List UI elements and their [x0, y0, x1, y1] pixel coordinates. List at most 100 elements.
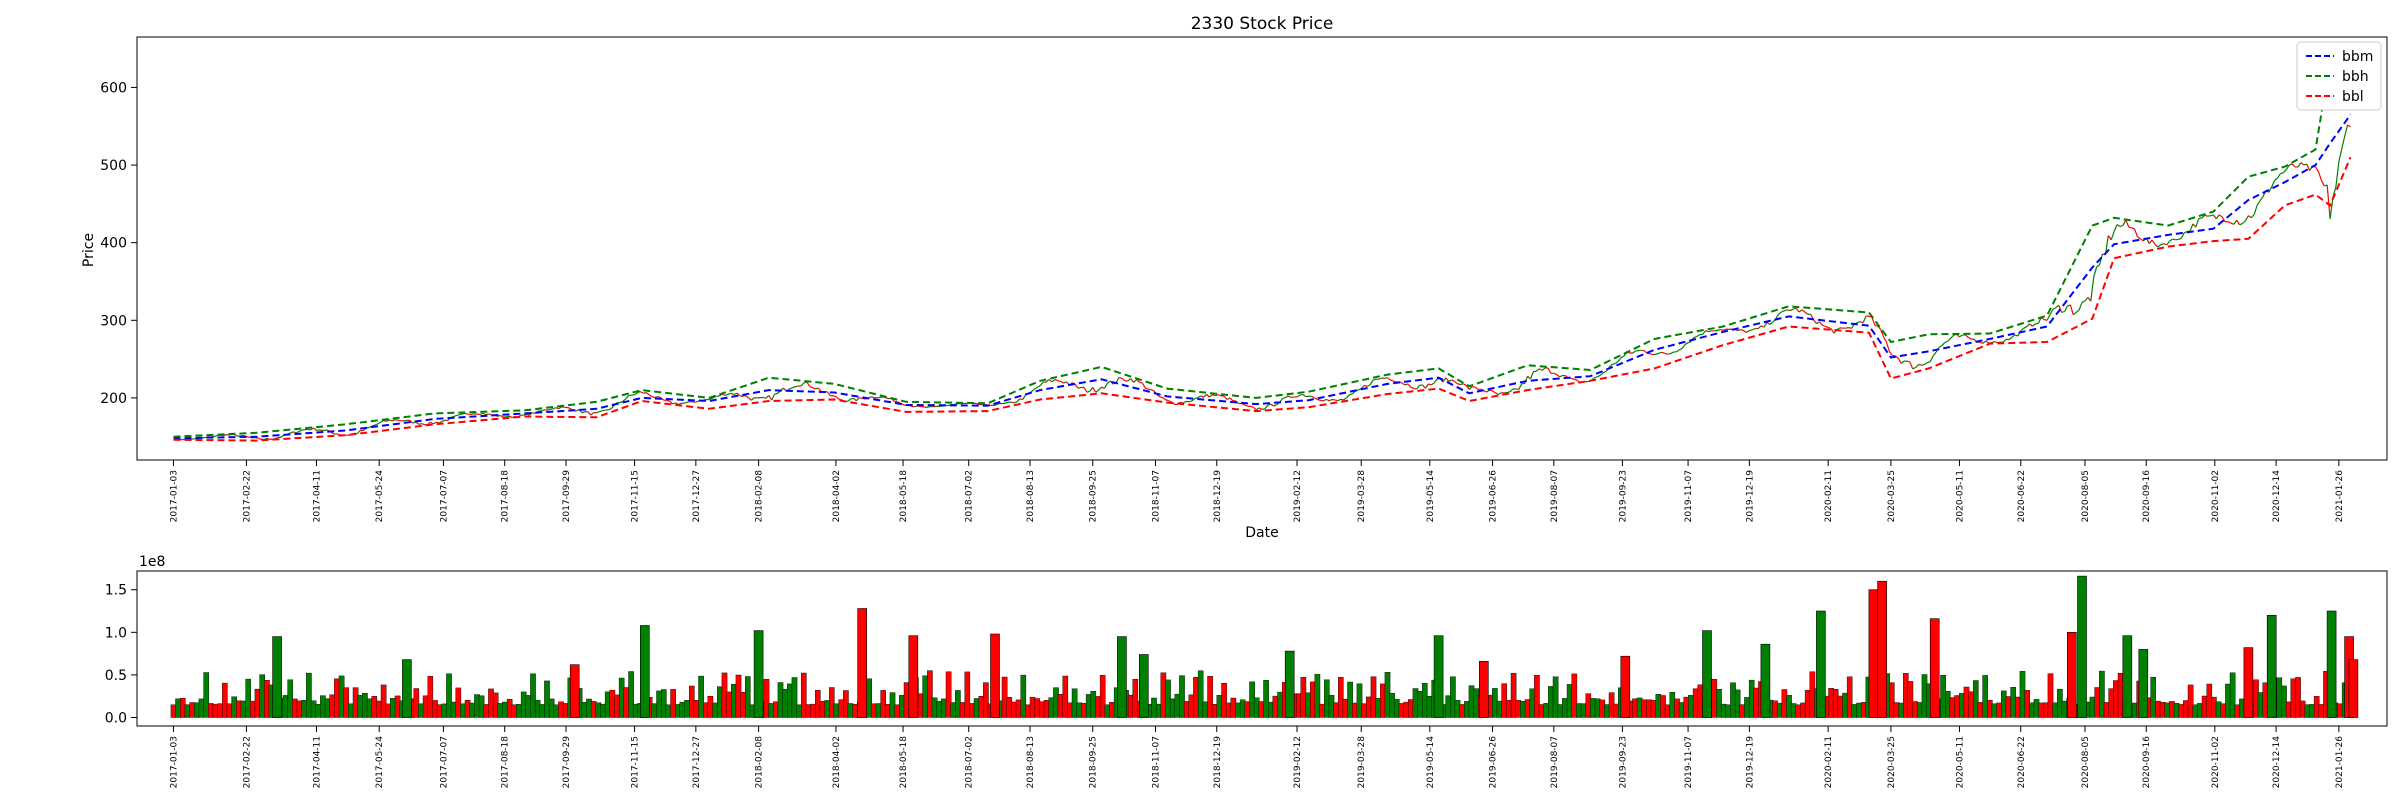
volume-bar-peak [908, 635, 919, 718]
volume-bar-peak [857, 608, 868, 718]
price-segment [914, 405, 918, 408]
price-segment [1603, 370, 1607, 374]
volume-bar [184, 704, 191, 718]
price-segment [1390, 379, 1394, 382]
volume-bar [1099, 675, 1106, 718]
price-segment [482, 412, 486, 416]
volume-bar [1846, 676, 1853, 718]
volume-bar [875, 703, 882, 718]
volume-bar [1379, 683, 1386, 718]
price-segment [1778, 311, 1782, 315]
volume-y-axis: 0.0 0.5 1.0 1.5 [105, 583, 137, 726]
volume-bar [207, 703, 214, 718]
volume-bar [334, 678, 340, 718]
price-segment [2271, 180, 2276, 188]
price-segment [885, 397, 889, 400]
volume-bar-peak [753, 630, 764, 718]
price-segment [1687, 341, 1692, 344]
price-segment [429, 421, 434, 425]
volume-bar [525, 695, 532, 718]
price-segment [1518, 383, 1523, 390]
volume-bar-peak [2266, 614, 2277, 718]
price-x-tick-label: 2017-12-27 [692, 470, 702, 522]
price-segment [1991, 340, 1995, 344]
volume-bar [815, 690, 821, 718]
volume-bar [2099, 670, 2105, 718]
volume-x-tick-label: 2018-08-13 [1026, 736, 1036, 788]
volume-bar [1641, 699, 1648, 718]
volume-bar [175, 698, 181, 718]
price-segment [1031, 388, 1035, 393]
price-segment [1885, 342, 1891, 352]
price-segment [1600, 372, 1604, 376]
legend-label-bbm: bbm [2342, 49, 2373, 65]
volume-bar-peak [1284, 650, 1295, 718]
price-segment [1159, 396, 1163, 399]
volume-bar [1239, 699, 1246, 718]
volume-bar [889, 692, 896, 718]
price-segment [1127, 378, 1132, 382]
price-x-tick-label: 2017-11-15 [631, 470, 641, 522]
price-segment [1328, 398, 1333, 402]
price-segment [2347, 124, 2351, 128]
volume-bar [777, 682, 784, 718]
price-segment [275, 436, 279, 440]
price-segment [1617, 357, 1622, 362]
price-x-tick-label: 2019-08-07 [1550, 470, 1560, 522]
price-segment [1036, 385, 1041, 389]
price-segment [2072, 311, 2077, 316]
series-line-bbh [173, 59, 2351, 438]
volume-bar [1790, 703, 1797, 718]
volume-bar-peak [1929, 618, 1940, 718]
price-segment [257, 437, 262, 440]
volume-bar [1393, 699, 1400, 718]
price-segment [1714, 329, 1718, 332]
price-segment [739, 394, 743, 398]
price-segment [1244, 404, 1248, 407]
volume-y-tick-label: 1.0 [105, 625, 127, 641]
volume-bar [2215, 701, 2222, 718]
price-segment [640, 391, 644, 394]
price-segment [1664, 352, 1668, 355]
price-segment [1874, 324, 1878, 327]
price-segment [2014, 334, 2019, 337]
price-segment [2128, 226, 2132, 229]
price-x-tick-label: 2018-12-19 [1213, 470, 1223, 523]
price-y-axis-label: Price [81, 233, 97, 267]
volume-bar [745, 676, 751, 718]
volume-bar [1365, 696, 1372, 718]
price-segment [2277, 173, 2281, 179]
volume-bar [2155, 700, 2161, 718]
volume-bar [773, 701, 779, 718]
price-segment [1655, 352, 1660, 355]
price-segment [2256, 200, 2261, 206]
volume-bar [950, 702, 956, 718]
volume-bar [1548, 686, 1554, 718]
price-segment [1717, 329, 1721, 331]
volume-bar [1725, 704, 1732, 718]
volume-bar [1594, 698, 1601, 718]
volume-bar [464, 700, 471, 718]
price-segment [765, 395, 770, 399]
volume-offset-label: 1e8 [139, 554, 165, 570]
volume-y-tick-label: 0.0 [105, 710, 127, 726]
price-segment [2023, 326, 2027, 329]
volume-bar [469, 702, 476, 718]
price-segment [791, 386, 796, 389]
volume-bar [1893, 702, 1900, 718]
price-x-tick-label: 2017-04-11 [312, 470, 322, 522]
volume-bar [1193, 677, 1199, 718]
volume-bar [819, 701, 826, 718]
volume-bar [628, 671, 634, 718]
volume-bar [1510, 673, 1517, 718]
price-segment [1212, 394, 1216, 397]
price-segment [1098, 386, 1102, 391]
volume-bar-peak [1877, 580, 1887, 718]
price-segment [1022, 394, 1027, 400]
price-segment [651, 396, 656, 399]
volume-bar [245, 678, 252, 718]
volume-bar [1795, 704, 1802, 718]
price-segment [1918, 363, 1922, 366]
price-segment [2166, 240, 2171, 246]
price-segment [2189, 223, 2194, 232]
